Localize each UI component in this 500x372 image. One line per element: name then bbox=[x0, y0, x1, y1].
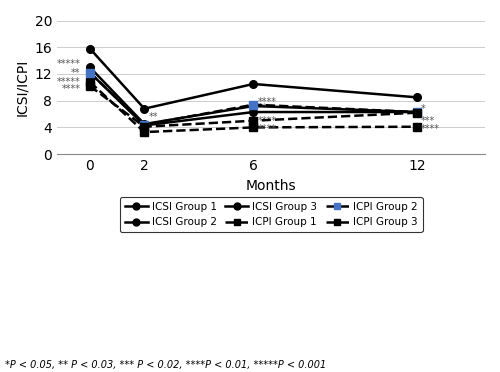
Text: *: * bbox=[421, 105, 426, 114]
Legend: ICSI Group 1, ICSI Group 2, ICSI Group 3, ICPI Group 1, ICPI Group 2, ICPI Group: ICSI Group 1, ICSI Group 2, ICSI Group 3… bbox=[120, 197, 422, 232]
Text: *****: ***** bbox=[56, 77, 80, 87]
Text: *P < 0.05, ** P < 0.03, *** P < 0.02, ****P < 0.01, *****P < 0.001: *P < 0.05, ** P < 0.03, *** P < 0.02, **… bbox=[5, 360, 326, 370]
Text: ****: **** bbox=[258, 116, 276, 126]
Text: **: ** bbox=[71, 68, 81, 78]
Text: ****: **** bbox=[62, 84, 80, 94]
Text: **: ** bbox=[148, 112, 158, 122]
Y-axis label: ICSI/ICPI: ICSI/ICPI bbox=[15, 59, 29, 116]
Text: ****: **** bbox=[258, 97, 276, 107]
X-axis label: Months: Months bbox=[246, 179, 296, 193]
Text: ***: *** bbox=[421, 116, 435, 126]
Text: ****: **** bbox=[421, 124, 440, 134]
Text: **: ** bbox=[258, 103, 267, 113]
Text: ****: **** bbox=[258, 124, 276, 134]
Text: *****: ***** bbox=[56, 59, 80, 69]
